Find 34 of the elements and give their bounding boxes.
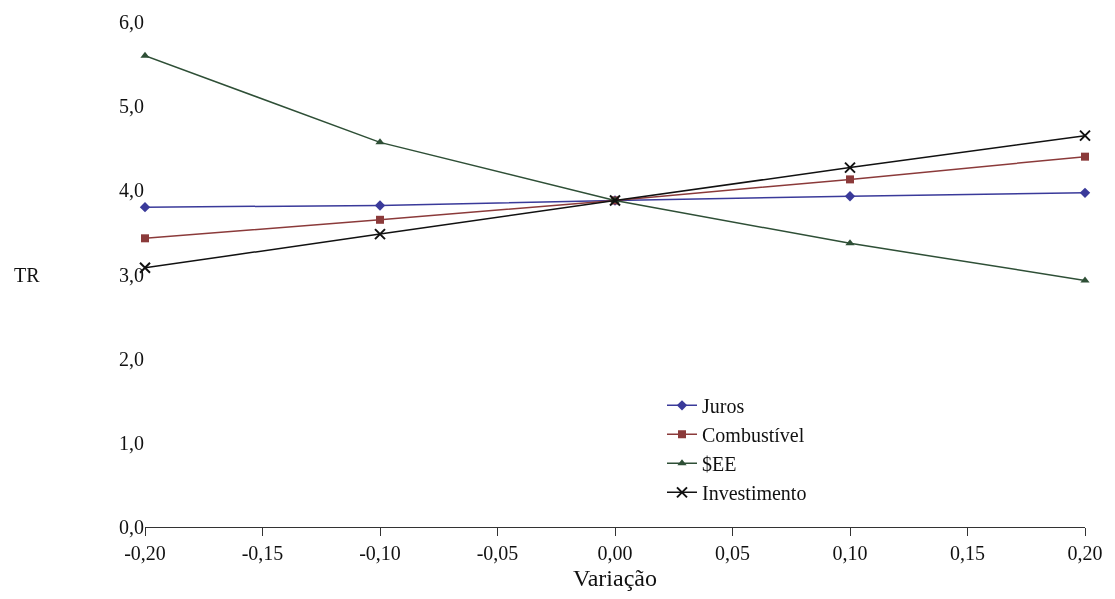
legend-label: Juros [702, 395, 745, 418]
point [844, 161, 856, 174]
x-tick-label: -0,10 [359, 542, 401, 565]
y-tick-label: 1,0 [119, 431, 144, 454]
y-tick-label: 2,0 [119, 347, 144, 370]
point [1079, 129, 1091, 142]
x-tick-label: -0,05 [476, 542, 519, 565]
x-tick-label: 0,05 [715, 542, 750, 565]
y-tick-label: 0,0 [119, 516, 144, 538]
y-axis-title: TR [14, 264, 41, 286]
x-tick-label: 0,00 [597, 542, 633, 565]
x-tick-label: 0,10 [832, 542, 868, 565]
x-tick-label: 0,20 [1067, 542, 1103, 565]
point [846, 175, 854, 184]
legend-label: Investimento [702, 482, 807, 505]
point [844, 191, 856, 202]
point [1081, 152, 1089, 161]
legend-label: $EE [702, 453, 737, 476]
point [374, 228, 386, 241]
point [139, 201, 151, 213]
point [141, 234, 149, 243]
point [374, 200, 386, 211]
point [140, 51, 150, 58]
y-tick-label: 5,0 [119, 95, 144, 118]
y-tick-label: 3,0 [119, 263, 144, 286]
x-tick-label: -0,20 [124, 542, 166, 565]
legend-label: Combustível [702, 424, 805, 447]
y-tick-label: 4,0 [119, 179, 144, 202]
x-axis-title: Variação [573, 565, 657, 592]
x-tick-label: 0,15 [950, 542, 985, 565]
x-tick-label: -0,15 [241, 542, 284, 565]
point [376, 215, 384, 224]
point [1079, 187, 1091, 199]
y-tick-label: 6,0 [119, 11, 144, 33]
